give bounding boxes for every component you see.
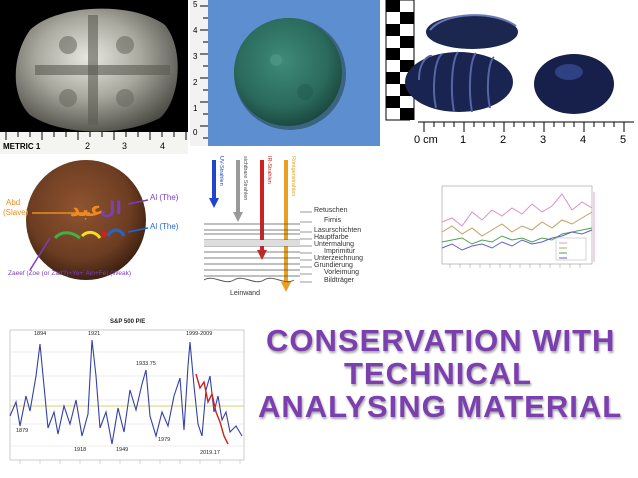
layer-label: Grundierung bbox=[314, 262, 353, 269]
layer-label: Imprimitur bbox=[324, 248, 356, 255]
layer-label: Firnis bbox=[324, 217, 342, 224]
trough-label: 2019.17 bbox=[200, 450, 220, 456]
layer-label: Retuschen bbox=[314, 207, 348, 214]
layer-label: Hauptfarbe bbox=[314, 234, 349, 241]
trough-label: 1879 bbox=[16, 428, 29, 434]
ruler-unit: 0 cm bbox=[414, 134, 438, 146]
peak-label: 1921 bbox=[88, 331, 101, 337]
ruler-number: 3 bbox=[193, 52, 198, 61]
svg-text:ﺍﻝ: ﺍﻝ bbox=[100, 198, 122, 219]
chart-title: S&P 500 P/E bbox=[110, 319, 146, 325]
beam-label-xray: Röntgenstrahlen bbox=[290, 156, 296, 197]
trough-label: 1918 bbox=[74, 447, 87, 453]
ruler-number: 5 bbox=[193, 0, 198, 9]
ruler-number: 2 bbox=[193, 78, 198, 87]
peak-label: 1894 bbox=[34, 331, 47, 337]
ruler-number: 4 bbox=[580, 134, 587, 146]
trough-label: 1949 bbox=[116, 447, 129, 453]
ruler-number: 4 bbox=[160, 141, 166, 151]
ruler-number: 0 bbox=[193, 128, 198, 137]
beam-label-uv: UV-Strahlen bbox=[218, 156, 224, 186]
layer-label: Untermalung bbox=[314, 241, 355, 248]
ruler-number: 3 bbox=[122, 141, 128, 151]
slide-title: CONSERVATION WITH TECHNICAL ANALYSING MA… bbox=[258, 324, 630, 423]
silver-coin-image bbox=[0, 8, 188, 154]
layers-diagram-image bbox=[203, 160, 312, 292]
annotation-zaeef: Zaeef (Zoe (or Zad?)+Ye+`Ain+Fe) (Weak) bbox=[8, 270, 132, 277]
green-coin-image bbox=[190, 0, 346, 146]
painting-layers-diagram: UV-Strahlen sichtbare Strahlen IR-Strahl… bbox=[200, 152, 400, 304]
ruler-number: 5 bbox=[620, 134, 627, 146]
copper-coin-annotated: ﻋﺒﺪ ﺍﻝ Abd (Slave) Al (The) Al (The) Zae… bbox=[0, 158, 198, 310]
layer-label: Unterzeichnung bbox=[314, 255, 364, 262]
beam-label-ir: IR-Strahlen bbox=[266, 156, 272, 184]
title-line-1: CONSERVATION WITH bbox=[266, 323, 616, 358]
annotation-al-the-2: Al (The) bbox=[150, 222, 179, 231]
copper-coin-image: ﻋﺒﺪ ﺍﻝ bbox=[26, 160, 149, 280]
annotation-abd: Abd bbox=[6, 198, 21, 207]
layer-label: Bildträger bbox=[324, 277, 354, 284]
ruler-number: 1 bbox=[460, 134, 467, 146]
ruler-number: 2 bbox=[85, 141, 91, 151]
peak-label: 1999-2009 bbox=[186, 331, 213, 337]
glass-beads-photo: 0 cm 1 2 3 4 5 bbox=[384, 0, 638, 154]
title-line-2: TECHNICAL bbox=[344, 356, 533, 391]
layer-label: Lasurschichten bbox=[314, 227, 362, 234]
green-coin-photo: 5 4 3 2 1 0 bbox=[190, 0, 380, 146]
beam-label-visible: sichtbare Strahlen bbox=[242, 156, 248, 201]
peak-label: 1933.75 bbox=[136, 361, 156, 367]
sp500-chart-image bbox=[9, 329, 245, 464]
title-line-3: ANALYSING MATERIAL bbox=[258, 389, 623, 424]
annotation-al-the-1: Al (The) bbox=[150, 193, 179, 202]
trough-label: 1979 bbox=[158, 437, 171, 443]
sp500-pe-chart: S&P 500 P/E 1894 1921 1933.75 1999-2009 … bbox=[0, 316, 250, 478]
layer-label: Vorleimung bbox=[324, 269, 360, 276]
svg-text:ﻋﺒﺪ: ﻋﺒﺪ bbox=[70, 197, 103, 221]
annotation-slave: (Slave) bbox=[3, 208, 29, 217]
ruler-label: METRIC 1 bbox=[3, 142, 41, 151]
multi-line-chart-image bbox=[441, 185, 595, 268]
ruler-number: 1 bbox=[193, 104, 198, 113]
ruler-number: 3 bbox=[540, 134, 547, 146]
ruler-number: 2 bbox=[500, 134, 507, 146]
silver-coin-photo: METRIC 1 2 3 4 bbox=[0, 0, 188, 154]
multi-line-chart-small bbox=[430, 182, 606, 282]
base-label: Leinwand bbox=[230, 290, 260, 297]
glass-beads-image bbox=[385, 0, 638, 154]
ruler-number: 4 bbox=[193, 26, 198, 35]
